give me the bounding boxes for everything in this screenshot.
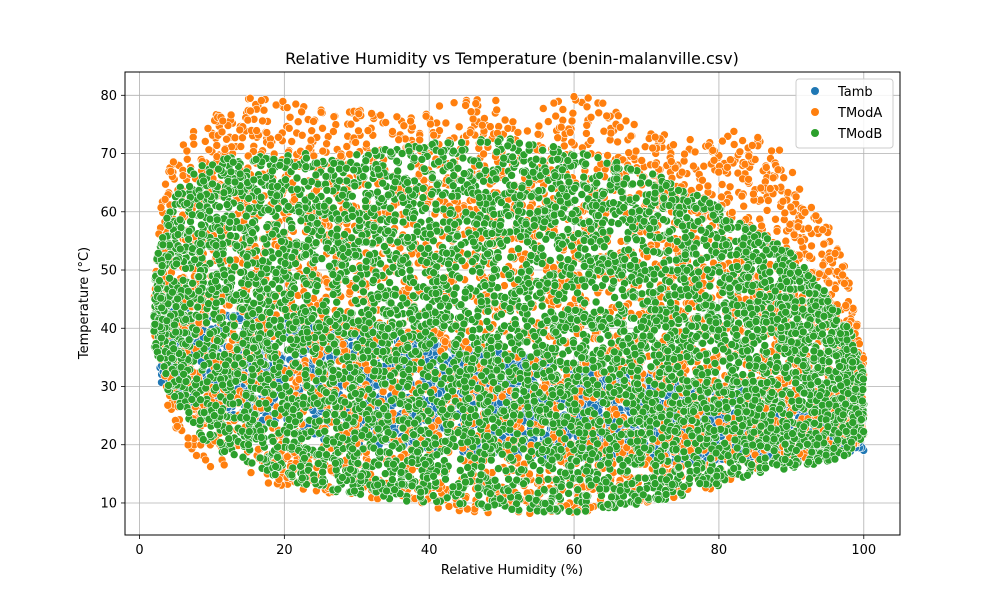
data-point [549,98,559,108]
data-point [161,179,170,189]
data-point [222,135,231,144]
data-point [582,129,591,138]
data-point [767,146,776,156]
data-point [252,126,261,135]
scatter-points [149,92,869,518]
data-point [613,137,622,147]
data-point [793,222,803,231]
data-point [508,117,518,127]
data-point [621,116,631,126]
data-point [582,121,592,130]
data-point [737,191,747,201]
data-point [788,168,797,177]
data-point [513,128,523,137]
data-point [762,206,772,215]
data-point [786,202,796,212]
data-point [538,104,548,113]
data-point [779,173,789,182]
data-point [775,145,784,155]
data-point [523,126,532,136]
data-point [206,462,215,471]
data-point [690,147,700,157]
data-point [613,111,623,120]
data-point [293,117,303,126]
data-point [297,107,306,117]
data-point [381,118,391,127]
data-point [429,130,439,140]
data-point [717,180,727,189]
data-point [568,108,578,118]
data-point [631,146,641,156]
data-point [695,183,704,192]
data-point [533,130,543,139]
data-point [603,151,612,160]
data-point [594,108,604,118]
data-point [772,226,782,236]
data-point [274,133,283,142]
data-point [586,136,596,145]
data-point [717,192,726,202]
data-point [551,111,561,121]
data-point [771,215,780,224]
data-point [761,163,771,172]
data-point [435,101,444,111]
data-point [818,260,828,270]
data-point [192,451,201,460]
data-point [640,142,650,151]
data-point [284,124,294,133]
data-point [246,468,256,477]
data-point [189,139,199,149]
data-point [725,182,735,192]
data-point [685,135,695,144]
data-point [441,118,451,128]
